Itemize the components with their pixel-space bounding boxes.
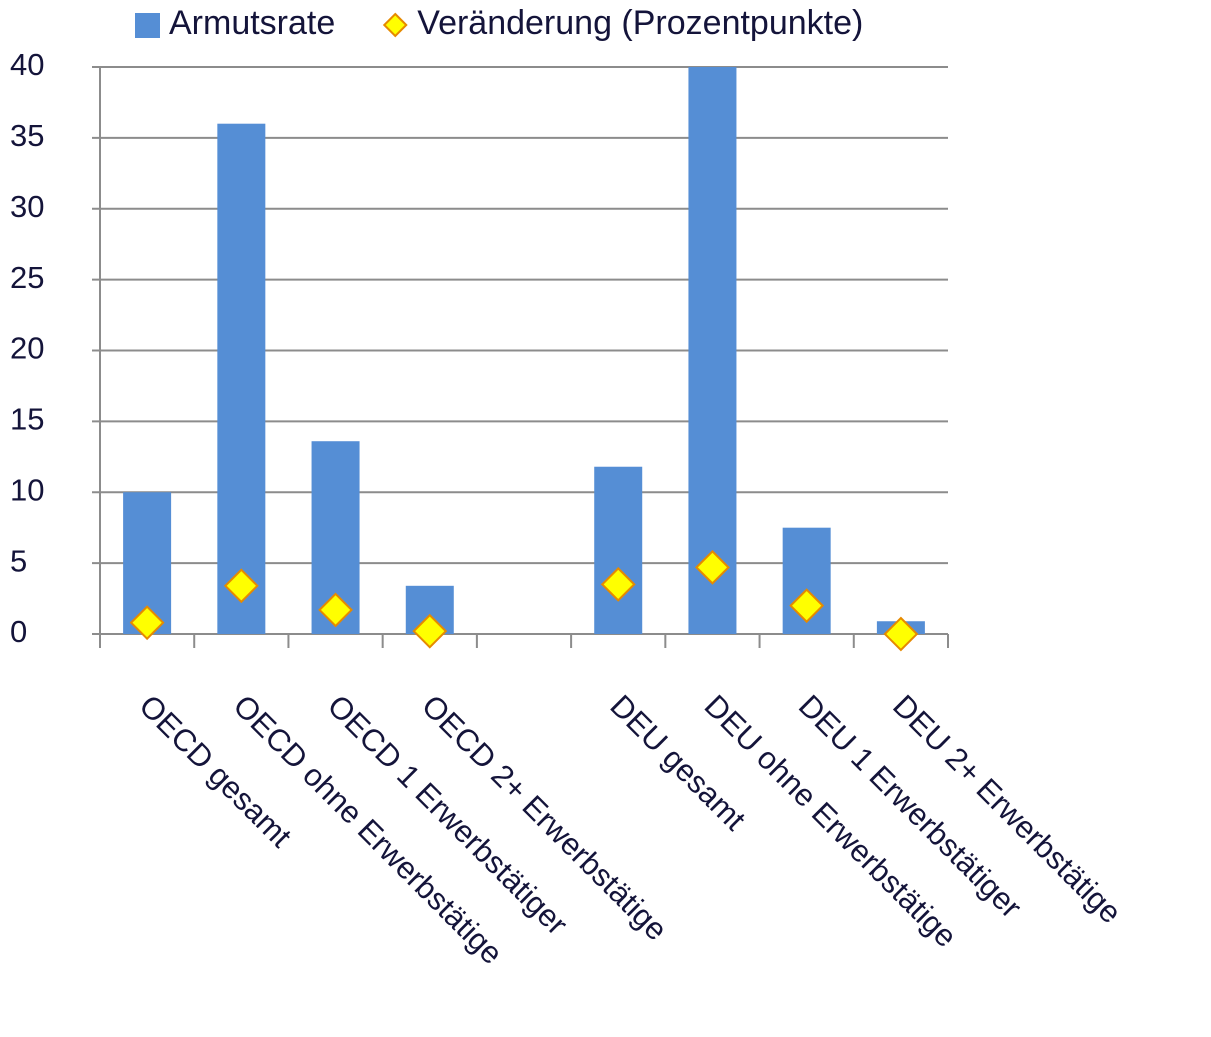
- marker: [412, 613, 448, 649]
- legend-label: Armutsrate: [169, 4, 335, 42]
- y-tick-label: 40: [10, 47, 44, 82]
- y-tick-label: 10: [10, 472, 44, 507]
- legend-swatch: [382, 12, 408, 38]
- y-tick-label: 25: [10, 260, 44, 295]
- legend: Armutsrate Veränderung (Prozentpunkte): [135, 4, 863, 42]
- y-tick-label: 35: [10, 118, 44, 153]
- marker: [223, 568, 259, 604]
- marker: [129, 605, 165, 641]
- marker: [883, 616, 919, 652]
- legend-swatch: [135, 13, 160, 38]
- bar: [594, 466, 643, 634]
- bar: [217, 123, 266, 634]
- y-tick-label: 5: [10, 543, 27, 578]
- marker: [789, 588, 825, 624]
- marker: [695, 549, 730, 585]
- bar: [688, 67, 737, 634]
- marker: [318, 592, 353, 628]
- legend-label: Veränderung (Prozentpunkte): [417, 4, 863, 42]
- marker: [600, 566, 636, 602]
- y-tick-label: 20: [10, 331, 44, 366]
- y-tick-label: 15: [10, 402, 44, 437]
- y-tick-label: 30: [10, 189, 44, 224]
- y-tick-label: 0: [10, 614, 27, 649]
